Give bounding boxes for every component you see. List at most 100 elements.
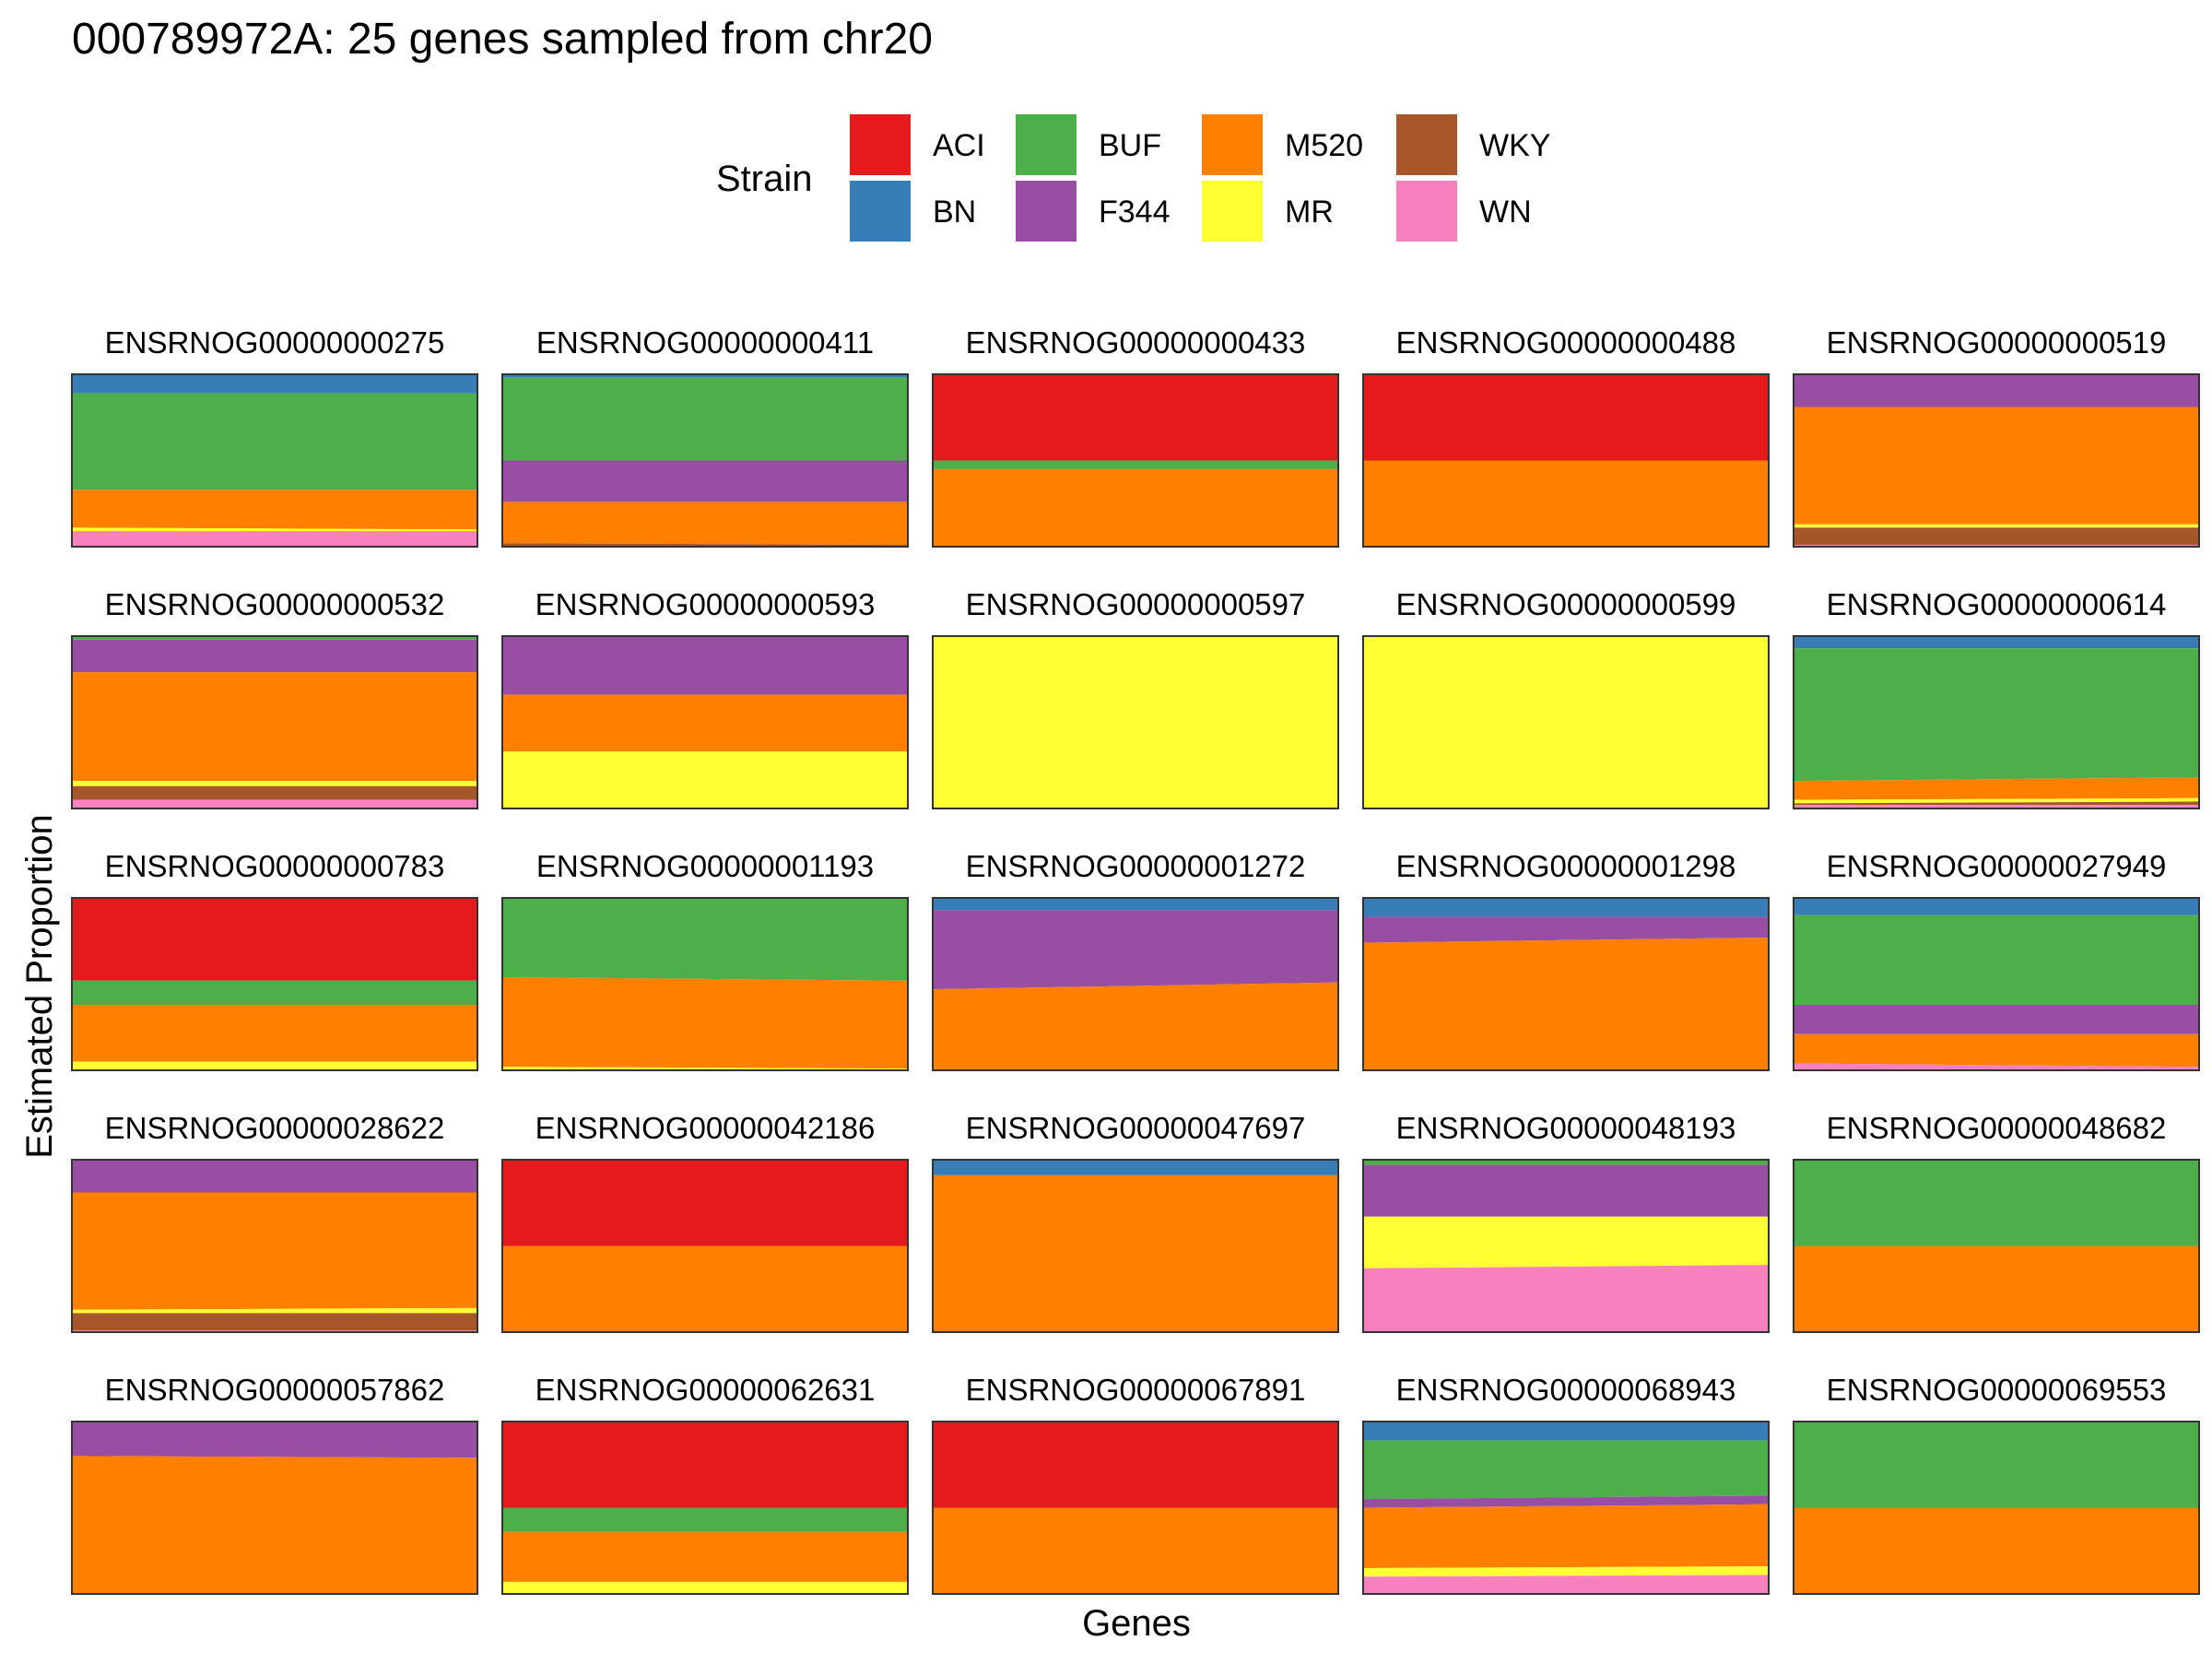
area-band-m520 xyxy=(1363,1504,1769,1568)
area-band-buf xyxy=(502,1507,908,1532)
area-band-aci xyxy=(502,1160,908,1246)
panel-border xyxy=(71,1421,478,1595)
area-band-aci xyxy=(933,374,1338,461)
area-band-wky xyxy=(1794,801,2199,806)
area-band-mr xyxy=(72,527,477,532)
facet-panel: ENSRNOG00000067891 xyxy=(932,1373,1339,1595)
panel-border xyxy=(1362,635,1770,809)
facet-label: ENSRNOG00000000411 xyxy=(536,325,874,360)
panel-border xyxy=(932,1159,1339,1333)
facet-label: ENSRNOG00000048682 xyxy=(1827,1111,2167,1145)
area-band-mr xyxy=(1363,636,1769,808)
legend-label: BN xyxy=(933,195,976,230)
area-band-aci xyxy=(72,898,477,981)
facet-panel: ENSRNOG00000062631 xyxy=(501,1373,909,1595)
area-band-f344 xyxy=(1363,1164,1769,1217)
area-band-wn xyxy=(1363,1575,1769,1594)
legend-key-wky xyxy=(1396,114,1457,175)
area-band-mr xyxy=(1794,797,2199,804)
area-band-buf xyxy=(1794,648,2199,782)
facet-panel: ENSRNOG00000000783 xyxy=(71,849,478,1071)
panel-border xyxy=(71,897,478,1071)
area-band-buf xyxy=(933,460,1338,469)
facet-panel: ENSRNOG00000068943 xyxy=(1362,1373,1770,1595)
panel-border xyxy=(501,1159,909,1333)
area-band-bn xyxy=(72,374,477,394)
legend-label: MR xyxy=(1285,195,1334,230)
facet-panel: ENSRNOG00000027949 xyxy=(1793,849,2200,1071)
area-band-m520 xyxy=(933,1174,1338,1332)
area-band-mr xyxy=(933,636,1338,808)
facet-panel: ENSRNOG00000000614 xyxy=(1793,587,2200,809)
facet-label: ENSRNOG00000028622 xyxy=(105,1111,445,1145)
panel-border xyxy=(1362,897,1770,1071)
area-band-m520 xyxy=(1363,938,1769,1070)
area-band-wky xyxy=(1794,527,2199,546)
panel-border xyxy=(1362,1159,1770,1333)
facet-label: ENSRNOG00000000519 xyxy=(1827,325,2167,360)
area-band-m520 xyxy=(1794,1507,2199,1594)
facet-panel: ENSRNOG00000042186 xyxy=(501,1111,909,1333)
legend-key-mr xyxy=(1202,181,1263,242)
legend-label: ACI xyxy=(933,128,985,163)
facet-panel: ENSRNOG00000000599 xyxy=(1362,587,1770,809)
area-band-f344 xyxy=(1794,374,2199,407)
area-band-buf xyxy=(1363,1160,1769,1165)
panel-border xyxy=(71,373,478,548)
area-band-m520 xyxy=(933,1507,1338,1594)
area-band-buf xyxy=(502,898,908,981)
facet-label: ENSRNOG00000057862 xyxy=(105,1373,445,1407)
area-band-m520 xyxy=(502,694,908,752)
legend-key-f344 xyxy=(1016,181,1077,242)
panel-border xyxy=(932,897,1339,1071)
legend-key-wn xyxy=(1396,181,1457,242)
facet-label: ENSRNOG00000047697 xyxy=(966,1111,1306,1145)
legend-label: BUF xyxy=(1099,128,1161,163)
panel-border xyxy=(932,373,1339,548)
facet-panel: ENSRNOG00000000275 xyxy=(71,325,478,548)
legend-label: WKY xyxy=(1479,128,1550,163)
area-band-buf xyxy=(72,980,477,1005)
panel-border xyxy=(1362,1421,1770,1595)
area-band-wn xyxy=(72,531,477,547)
area-band-aci xyxy=(933,1422,1338,1508)
facet-panel: ENSRNOG00000000519 xyxy=(1793,325,2200,548)
area-band-m520 xyxy=(72,672,477,782)
panel-border xyxy=(932,1421,1339,1595)
area-band-bn xyxy=(1363,1422,1769,1441)
area-band-buf xyxy=(502,377,908,461)
legend-label: M520 xyxy=(1285,128,1363,163)
legend-item-f344: F344 xyxy=(1016,181,1171,242)
panel-border xyxy=(1793,635,2200,809)
legend-item-wky: WKY xyxy=(1396,114,1550,175)
facet-label: ENSRNOG00000000433 xyxy=(966,325,1306,360)
area-band-m520 xyxy=(933,468,1338,547)
area-band-mr xyxy=(502,751,908,808)
facet-label: ENSRNOG00000027949 xyxy=(1827,849,2167,883)
area-band-wky xyxy=(72,785,477,800)
area-band-f344 xyxy=(1363,916,1769,943)
area-band-buf xyxy=(1363,1440,1769,1500)
area-band-aci xyxy=(502,1422,908,1508)
legend-key-m520 xyxy=(1202,114,1263,175)
facet-panel: ENSRNOG00000048682 xyxy=(1793,1111,2200,1333)
area-band-bn xyxy=(1794,636,2199,649)
area-band-m520 xyxy=(933,982,1338,1070)
facet-label: ENSRNOG00000001272 xyxy=(966,849,1306,883)
area-band-bn xyxy=(1794,898,2199,915)
facet-label: ENSRNOG00000000275 xyxy=(105,325,445,360)
area-band-mr xyxy=(1363,1566,1769,1577)
area-band-m520 xyxy=(72,1004,477,1062)
panel-border xyxy=(501,635,909,809)
area-band-f344 xyxy=(502,636,908,695)
legend-item-aci: ACI xyxy=(850,114,985,175)
area-band-mr xyxy=(72,1061,477,1070)
area-band-m520 xyxy=(502,502,908,546)
panel-border xyxy=(501,373,909,548)
area-band-wn xyxy=(1794,1063,2199,1070)
facet-panel: ENSRNOG00000047697 xyxy=(932,1111,1339,1333)
area-band-f344 xyxy=(72,639,477,673)
legend-item-buf: BUF xyxy=(1016,114,1161,175)
area-band-m520 xyxy=(1794,1245,2199,1332)
